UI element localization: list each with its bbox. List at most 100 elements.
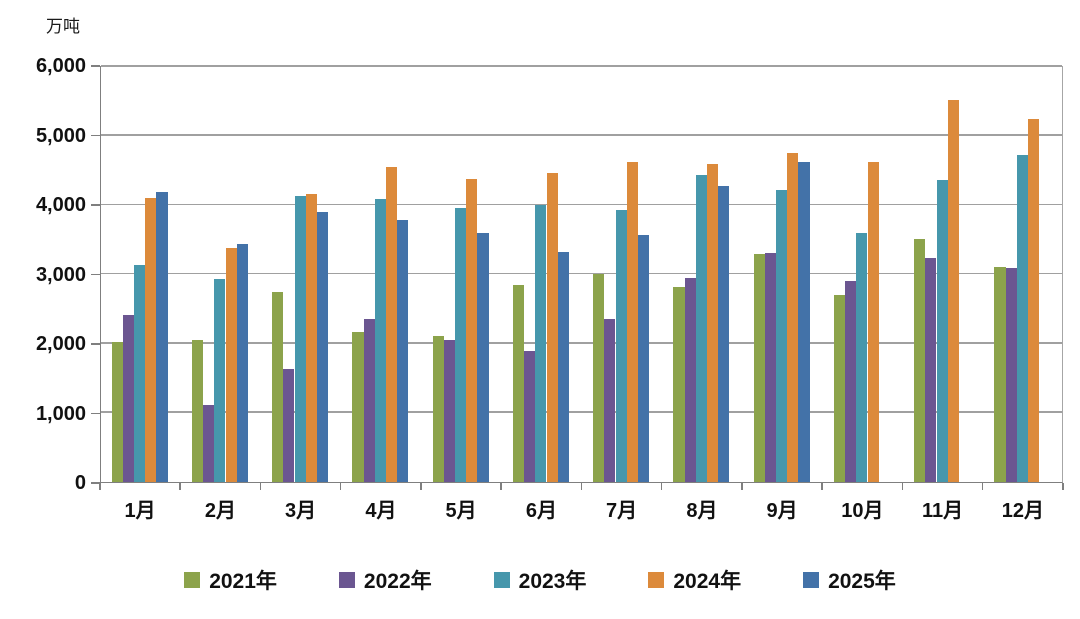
bar-2022年-11月 [925,258,937,482]
bar-2021年-6月 [512,285,525,482]
bar-2021年-1月 [111,341,123,482]
y-axis-tick-mark [91,273,100,275]
bar-2022年-9月 [764,252,776,482]
x-axis-tick-mark [981,483,984,490]
bar-2023年-10月 [856,232,868,482]
y-axis-tick-label: 2,000 [35,333,86,355]
bar-2021年-10月 [833,295,846,482]
x-axis-tick-mark [500,483,502,490]
x-axis-label-8月: 8月 [686,500,718,522]
bar-2024年-7月 [626,161,638,482]
legend-label: 2022年 [363,570,432,593]
x-axis-label-1月: 1月 [124,500,156,522]
legend-swatch-icon [648,572,665,588]
bar-2021年-8月 [673,287,685,482]
x-axis-label-4月: 4月 [365,500,397,522]
y-axis-tick-mark [91,343,100,345]
bar-2025年-9月 [798,162,810,482]
x-axis-tick-mark [821,483,823,490]
bar-2023年-8月 [695,174,707,482]
bar-2024年-10月 [867,161,879,482]
bar-2023年-2月 [214,279,226,482]
bar-2023年-1月 [134,264,146,482]
bar-2025年-8月 [718,185,730,482]
legend-label: 2024年 [673,570,742,593]
x-axis-tick-mark [179,483,181,490]
bar-2021年-3月 [272,292,284,482]
bar-2024年-1月 [145,198,157,482]
bar-2021年-5月 [432,336,444,482]
bar-2024年-5月 [466,179,478,482]
bar-2023年-5月 [455,208,467,482]
y-axis-tick-label: 5,000 [35,124,86,147]
bar-2024年-8月 [707,163,719,482]
x-axis-label-3月: 3月 [285,500,317,522]
bar-2023年-3月 [294,196,306,482]
y-axis-tick-mark [91,134,100,136]
bar-2024年-6月 [546,172,558,482]
y-axis-unit-label: 万吨 [46,17,80,36]
bar-2022年-4月 [363,318,375,482]
x-axis-tick-mark [339,483,342,490]
bar-2022年-5月 [443,339,455,482]
bar-2023年-7月 [615,210,627,482]
bar-2025年-4月 [397,220,409,482]
y-axis-tick-mark [91,412,100,414]
y-axis-tick-label: 4,000 [35,194,86,216]
bar-2025年-1月 [156,191,168,482]
y-axis-tick-mark [91,204,100,206]
x-axis-label-9月: 9月 [766,500,798,522]
legend-item-2022年: 2022年 [338,565,432,595]
bar-2021年-2月 [191,339,204,482]
bar-2024年-2月 [225,247,237,482]
plot-area [100,65,1063,483]
bar-2022年-7月 [604,318,616,482]
x-axis-label-11月: 11月 [922,500,964,522]
legend-label: 2023年 [518,570,587,593]
x-axis-tick-mark [901,483,903,490]
y-axis-tick-mark [91,482,100,484]
x-axis-tick-mark [420,483,422,490]
legend-label: 2021年 [209,570,277,593]
legend-item-2024年: 2024年 [648,565,741,595]
legend-swatch-icon [184,572,201,588]
bar-2021年-9月 [753,254,765,482]
x-axis-tick-mark [259,483,261,490]
bar-2024年-9月 [787,152,799,482]
y-axis-tick-label: 3,000 [35,263,86,286]
gridline [101,203,1062,205]
x-axis-label-2月: 2月 [204,500,236,522]
x-axis-tick-mark [741,483,743,490]
bar-2021年-12月 [994,267,1006,482]
bar-2024年-3月 [305,194,317,482]
bar-2025年-7月 [637,234,650,482]
bar-2023年-6月 [535,204,547,482]
legend-swatch-icon [803,572,820,588]
bar-2025年-3月 [316,212,329,482]
bar-2025年-2月 [236,243,248,482]
bar-2023年-12月 [1016,154,1028,482]
bar-2021年-4月 [352,331,364,482]
bar-2022年-10月 [845,281,857,482]
x-axis-label-10月: 10月 [841,500,884,522]
chart-legend: 2021年 2022年 2023年 2024年 2025年 [0,560,1080,600]
y-axis-tick-label: 6,000 [35,55,86,77]
gridline [101,342,1062,344]
gridline [101,411,1062,413]
legend-swatch-icon [493,572,510,588]
gridline [101,134,1062,136]
bar-2023年-9月 [776,190,788,482]
legend-item-2023年: 2023年 [493,565,587,595]
bar-2022年-2月 [203,404,215,482]
x-axis-label-12月: 12月 [1001,500,1045,522]
bar-2022年-8月 [684,278,696,482]
bar-2022年-6月 [524,350,536,482]
legend-swatch-icon [338,572,355,588]
x-axis-tick-mark [660,483,663,490]
bar-2025年-5月 [477,232,489,482]
bar-2022年-3月 [283,368,295,482]
legend-item-2025年: 2025年 [803,565,896,595]
y-axis-tick-label: 0 [74,472,86,494]
x-axis-label-7月: 7月 [606,500,638,522]
